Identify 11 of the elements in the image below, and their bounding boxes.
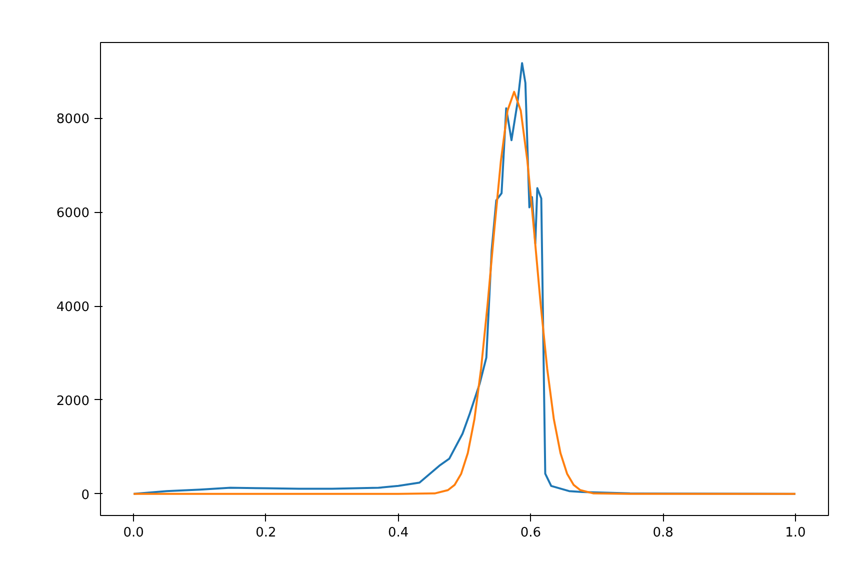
x-tick-label: 1.0 — [785, 526, 806, 540]
x-tick-label: 0.6 — [520, 526, 542, 540]
y-tick-label: 2000 — [56, 394, 90, 409]
x-tick-label: 0.0 — [123, 526, 144, 540]
x-tick-label: 0.8 — [652, 526, 674, 540]
x-tick-label: 0.2 — [256, 526, 276, 540]
x-tick-label: 0.4 — [388, 526, 409, 540]
y-tick-label: 6000 — [56, 206, 90, 222]
y-tick-label: 4000 — [56, 300, 90, 316]
y-tick-label: 0 — [81, 488, 90, 503]
y-tick-label: 8000 — [56, 112, 90, 128]
